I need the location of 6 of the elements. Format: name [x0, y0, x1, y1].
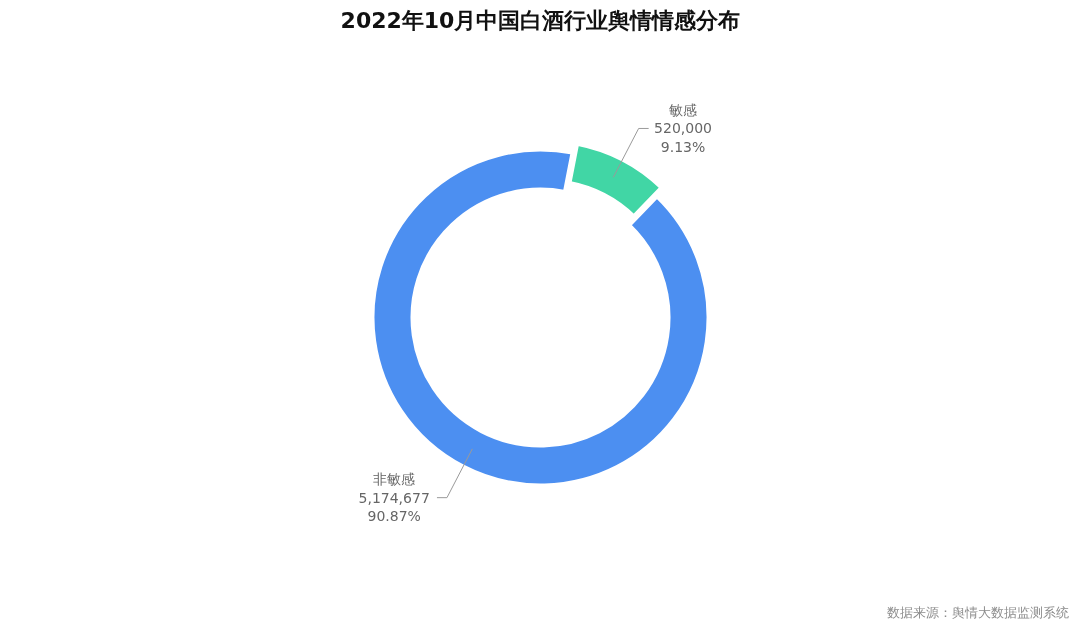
data-label: 5,174,677 90.87%: [358, 489, 430, 525]
chart-title: 2022年10月中国白酒行业舆情情感分布: [340, 8, 741, 33]
slice-label: 敏感: [669, 101, 698, 118]
data-label: 520,000 9.13%: [654, 120, 712, 155]
source-note: 数据来源：舆情大数据监测系统: [886, 605, 1069, 620]
slice-label: 非敏感: [373, 471, 416, 488]
